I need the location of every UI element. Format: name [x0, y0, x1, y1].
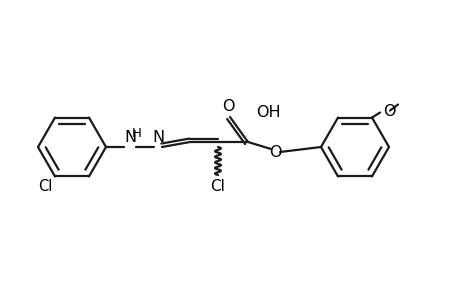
Text: OH: OH [256, 105, 280, 120]
Text: H: H [132, 127, 142, 140]
Text: O: O [221, 99, 234, 114]
Text: O: O [382, 104, 395, 119]
Text: N: N [123, 130, 136, 145]
Text: Cl: Cl [39, 179, 53, 194]
Text: O: O [268, 145, 280, 160]
Text: N: N [151, 130, 164, 145]
Text: Cl: Cl [210, 179, 225, 194]
